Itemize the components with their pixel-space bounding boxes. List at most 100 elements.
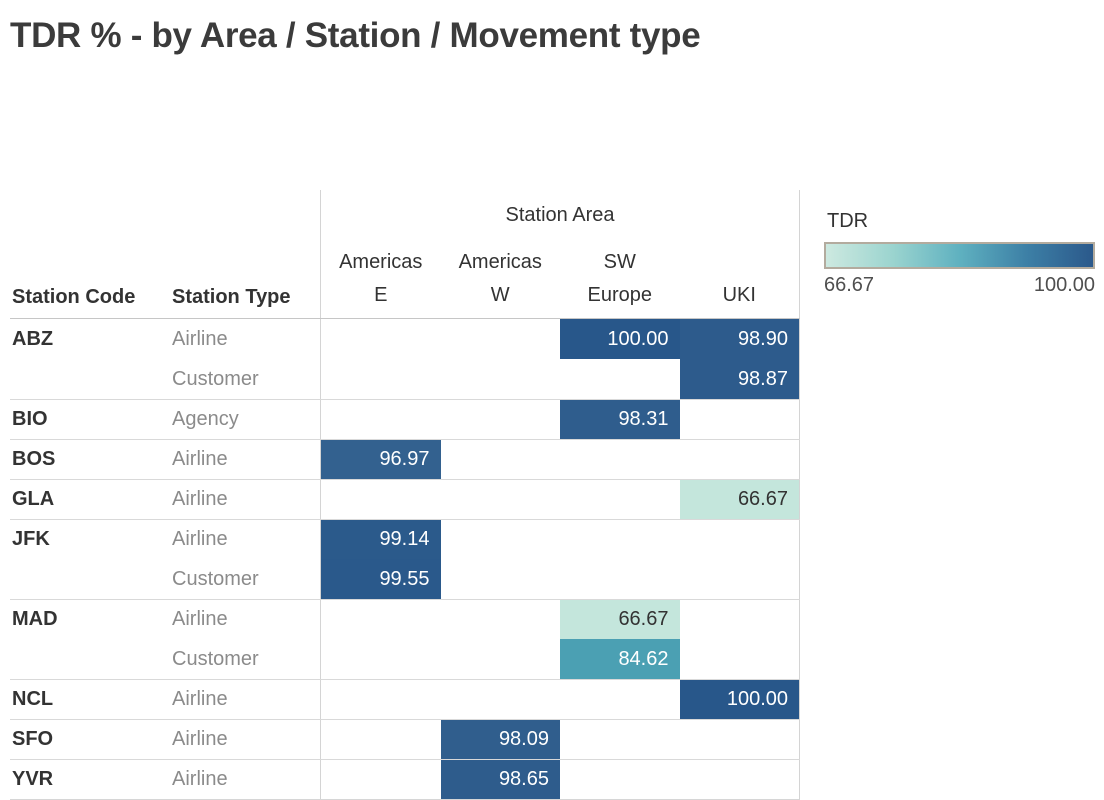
row-field-labels: Station Code Station Type	[10, 190, 320, 318]
value-cell	[441, 319, 561, 359]
value-cell	[441, 400, 561, 439]
table-row: NCL Airline 100.00	[10, 679, 800, 719]
station-code-cell	[10, 359, 170, 399]
station-code-cell[interactable]: YVR	[12, 768, 54, 790]
table-header: Station Code Station Type Station Area A…	[10, 190, 800, 318]
table-body: ABZ Airline 100.00 98.90 Customer 98.87	[10, 318, 800, 800]
station-type-cell[interactable]: Agency	[172, 408, 239, 430]
value-cell	[560, 440, 680, 479]
station-code-cell	[10, 639, 170, 679]
value-cell[interactable]: 99.14	[321, 520, 441, 559]
legend-gradient-bar[interactable]	[824, 242, 1095, 269]
value-cell	[441, 359, 561, 399]
color-legend: TDR 66.67 100.00	[824, 210, 1095, 297]
value-cell	[680, 600, 800, 639]
table-row: BIO Agency 98.31	[10, 399, 800, 439]
column-header-americas-w[interactable]: Americas W	[458, 251, 542, 306]
value-cell[interactable]: 98.31	[560, 400, 680, 439]
legend-min-label: 66.67	[824, 274, 875, 296]
value-cell[interactable]: 100.00	[679, 680, 799, 719]
area-column-headers: Americas E Americas W SW Europe UKI	[321, 227, 799, 318]
value-cell[interactable]: 66.67	[679, 480, 799, 519]
value-cells: 96.97	[320, 440, 800, 479]
column-header-americas-e[interactable]: Americas E	[339, 251, 423, 306]
value-cells: 100.00 98.90	[320, 319, 800, 359]
highlight-table: Station Code Station Type Station Area A…	[10, 190, 800, 800]
value-cells: 99.14	[320, 520, 800, 559]
value-cells: 66.67	[320, 480, 800, 519]
table-row: JFK Airline 99.14	[10, 519, 800, 559]
value-cell[interactable]: 100.00	[560, 319, 680, 359]
value-cell[interactable]: 96.97	[321, 440, 441, 479]
value-cell	[560, 559, 680, 599]
station-code-cell[interactable]: GLA	[12, 488, 55, 510]
value-cell[interactable]: 98.65	[440, 760, 560, 799]
value-cell	[441, 680, 561, 719]
value-cell	[560, 720, 680, 759]
station-type-cell[interactable]: Customer	[172, 567, 259, 590]
value-cells: 98.65	[320, 760, 800, 799]
value-cell	[441, 600, 561, 639]
value-cell[interactable]: 99.55	[321, 559, 441, 599]
value-cell	[441, 520, 561, 559]
value-cell	[441, 440, 561, 479]
station-type-cell[interactable]: Airline	[172, 608, 228, 630]
station-code-cell[interactable]: MAD	[12, 608, 58, 630]
value-cell[interactable]: 66.67	[560, 600, 680, 639]
column-header-uki[interactable]: UKI	[722, 284, 756, 306]
value-cell	[680, 559, 800, 599]
station-type-cell[interactable]: Customer	[172, 647, 259, 670]
value-cell	[321, 359, 441, 399]
legend-max-label: 100.00	[1033, 274, 1095, 296]
value-cell	[321, 400, 441, 439]
station-type-cell[interactable]: Airline	[172, 728, 228, 750]
value-cell[interactable]: 84.62	[560, 639, 680, 679]
station-code-cell[interactable]: SFO	[12, 728, 54, 750]
value-cell	[321, 639, 441, 679]
station-type-cell[interactable]: Airline	[172, 528, 228, 550]
page-title: TDR % - by Area / Station / Movement typ…	[10, 16, 701, 55]
value-cells: 66.67	[320, 600, 800, 639]
table-row: GLA Airline 66.67	[10, 479, 800, 519]
station-code-cell[interactable]: BIO	[12, 408, 48, 430]
station-type-cell[interactable]: Airline	[172, 448, 228, 470]
table-row: Customer 99.55	[10, 559, 800, 599]
value-cell	[441, 559, 561, 599]
station-type-cell[interactable]: Airline	[172, 688, 228, 710]
value-cell	[441, 480, 561, 519]
value-cell	[321, 720, 441, 759]
value-cell	[560, 480, 680, 519]
table-row: YVR Airline 98.65	[10, 759, 800, 799]
station-type-cell[interactable]: Customer	[172, 367, 259, 390]
station-code-cell[interactable]: NCL	[12, 688, 54, 710]
station-code-cell[interactable]: JFK	[12, 528, 50, 550]
value-cell[interactable]: 98.87	[679, 359, 799, 399]
station-type-cell[interactable]: Airline	[172, 327, 228, 350]
value-cell	[560, 760, 680, 799]
table-row: BOS Airline 96.97	[10, 439, 800, 479]
table-row: Customer 84.62	[10, 639, 800, 679]
station-type-cell[interactable]: Airline	[172, 488, 228, 510]
value-cell	[680, 520, 800, 559]
value-cell	[560, 520, 680, 559]
value-cell[interactable]: 98.09	[440, 720, 560, 759]
value-cell	[680, 440, 800, 479]
value-cells: 98.31	[320, 400, 800, 439]
value-cell	[441, 639, 561, 679]
station-code-cell[interactable]: ABZ	[12, 327, 54, 350]
station-code-field-label: Station Code	[12, 286, 136, 308]
value-cell	[321, 600, 441, 639]
value-cells: 100.00	[320, 680, 800, 719]
value-cell[interactable]: 98.90	[679, 319, 799, 359]
column-header-sw-europe[interactable]: SW Europe	[587, 251, 653, 306]
legend-title: TDR	[827, 210, 869, 232]
station-code-cell	[10, 559, 170, 599]
station-type-cell[interactable]: Airline	[172, 768, 228, 790]
value-cell	[680, 400, 800, 439]
station-code-cell[interactable]: BOS	[12, 448, 56, 470]
station-type-field-label: Station Type	[172, 286, 291, 308]
value-cell	[321, 319, 441, 359]
value-cell	[321, 480, 441, 519]
value-cell	[680, 639, 800, 679]
